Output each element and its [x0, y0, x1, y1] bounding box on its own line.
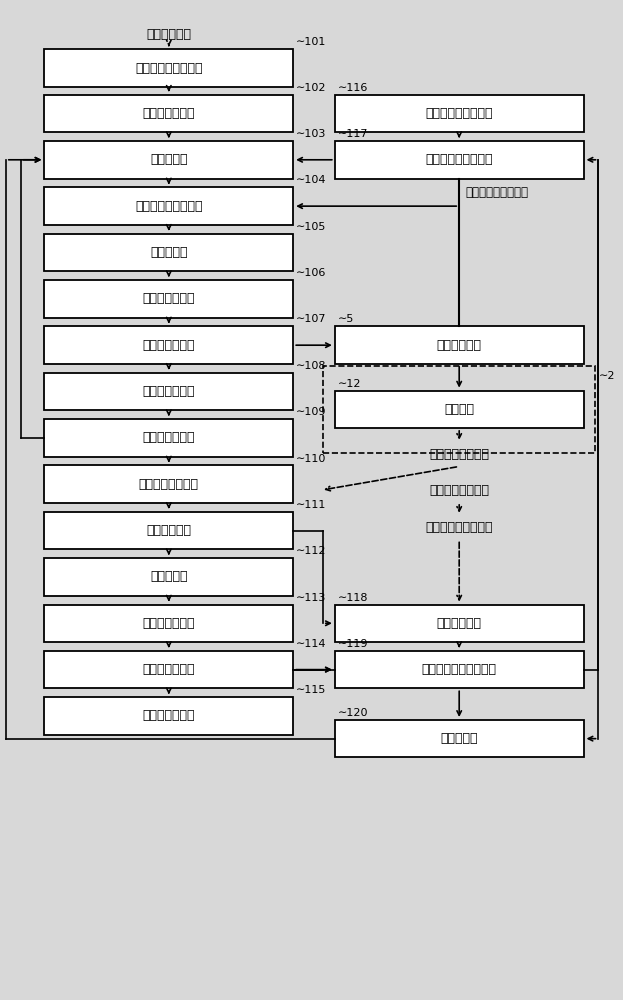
Bar [44, 49, 293, 87]
Text: 水冷装置: 水冷装置 [444, 403, 474, 416]
Text: 温度变化曲线设定部: 温度变化曲线设定部 [426, 107, 493, 120]
Text: ∼101: ∼101 [296, 37, 326, 47]
Text: 晶核生成频度式修正部: 晶核生成频度式修正部 [422, 663, 497, 676]
Bar [335, 391, 584, 428]
Bar [335, 95, 584, 132]
Text: 母相组织信息: 母相组织信息 [146, 28, 191, 41]
Bar [44, 419, 293, 457]
Text: 允许范围判定部: 允许范围判定部 [143, 617, 195, 630]
Text: ∼109: ∼109 [296, 407, 326, 417]
Text: ∼2: ∼2 [599, 371, 615, 381]
Text: ∼103: ∼103 [296, 129, 326, 139]
Bar [44, 373, 293, 410]
Bar [335, 720, 584, 757]
Bar [335, 326, 584, 364]
Text: 相变发热计算部: 相变发热计算部 [143, 339, 195, 352]
Text: ∼113: ∼113 [296, 593, 326, 603]
Text: ∼105: ∼105 [296, 222, 326, 232]
Bar [44, 465, 293, 503]
Bar [44, 512, 293, 549]
Text: ∼111: ∼111 [296, 500, 326, 510]
Bar [44, 95, 293, 132]
Text: ∼108: ∼108 [296, 361, 326, 371]
Text: 晶核生成次数计算部: 晶核生成次数计算部 [135, 200, 202, 213]
Bar [44, 651, 293, 688]
Text: 晶粒生长计算部: 晶粒生长计算部 [143, 292, 195, 305]
Text: 显微镜图像的拍摄: 显微镜图像的拍摄 [429, 484, 489, 497]
Text: 温度控制装置: 温度控制装置 [437, 339, 482, 352]
Text: 判定结果输出部: 判定结果输出部 [143, 663, 195, 676]
Bar [44, 234, 293, 271]
Text: 晶核生成部: 晶核生成部 [150, 246, 188, 259]
Text: 温度改变部: 温度改变部 [440, 732, 478, 745]
Text: 统计量计算部: 统计量计算部 [146, 524, 191, 537]
Text: ∼116: ∼116 [338, 83, 368, 93]
Text: 初始温度计算部: 初始温度计算部 [143, 107, 195, 120]
Text: ∼104: ∼104 [296, 175, 326, 185]
Text: 温度计算部: 温度计算部 [150, 153, 188, 166]
Text: ∼106: ∼106 [296, 268, 326, 278]
Text: 统计量输入部: 统计量输入部 [437, 617, 482, 630]
Text: ∼119: ∼119 [338, 639, 368, 649]
Text: ∼120: ∼120 [338, 708, 368, 718]
Text: 下游工序应对部: 下游工序应对部 [143, 709, 195, 722]
Bar [44, 558, 293, 596]
Text: ∼117: ∼117 [338, 129, 368, 139]
Bar [44, 280, 293, 318]
Bar [44, 605, 293, 642]
Text: 最终步长判定部: 最终步长判定部 [143, 431, 195, 444]
Text: 冷却后的金属材料: 冷却后的金属材料 [429, 448, 489, 461]
Text: ∼102: ∼102 [296, 83, 326, 93]
Text: 温度变化曲线修正部: 温度变化曲线修正部 [426, 153, 493, 166]
Bar [335, 605, 584, 642]
Text: ∼110: ∼110 [296, 454, 326, 464]
Text: 时间步长更新部: 时间步长更新部 [143, 385, 195, 398]
Text: 材质计算部: 材质计算部 [150, 570, 188, 583]
Text: ∼112: ∼112 [296, 546, 326, 556]
Text: 晶核生成顺序决定部: 晶核生成顺序决定部 [135, 62, 202, 75]
Text: ∼118: ∼118 [338, 593, 368, 603]
Bar [44, 141, 293, 179]
Text: ∼12: ∼12 [338, 379, 361, 389]
Text: 晶核生成频度式系数: 晶核生成频度式系数 [465, 186, 528, 199]
Text: 形状特性值计算部: 形状特性值计算部 [139, 478, 199, 491]
Text: ∼115: ∼115 [296, 685, 326, 695]
Text: 统计量实际值的测量: 统计量实际值的测量 [426, 521, 493, 534]
Text: ∼5: ∼5 [338, 314, 354, 324]
Bar [335, 651, 584, 688]
Bar [44, 697, 293, 735]
Bar [44, 187, 293, 225]
Text: ∼107: ∼107 [296, 314, 326, 324]
Bar [335, 141, 584, 179]
Text: ∼114: ∼114 [296, 639, 326, 649]
Bar [44, 326, 293, 364]
Bar [323, 366, 596, 453]
